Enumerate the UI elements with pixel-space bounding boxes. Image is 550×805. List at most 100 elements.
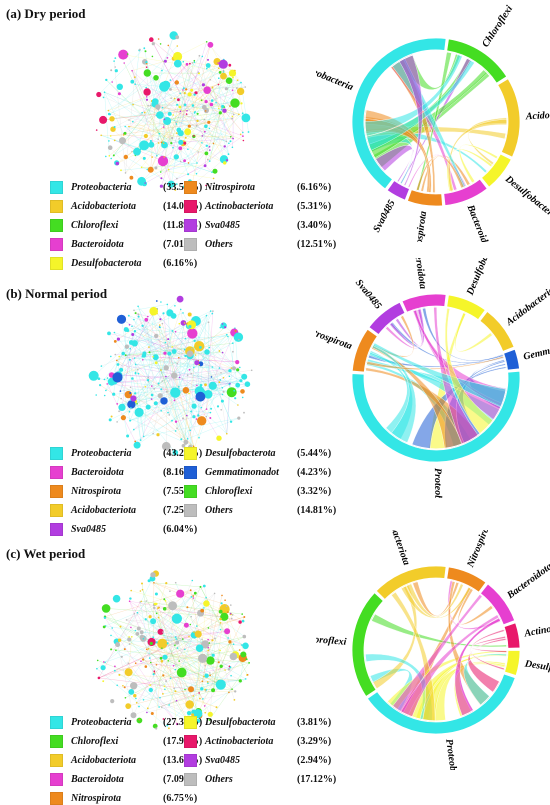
- network-edge: [202, 595, 223, 682]
- network-edge: [159, 325, 195, 449]
- network-node: [214, 637, 216, 640]
- network-node: [142, 658, 145, 661]
- network-node: [185, 88, 188, 91]
- network-node: [158, 132, 161, 135]
- network-edge: [111, 374, 180, 378]
- network-edge: [167, 100, 235, 122]
- network-node: [171, 613, 182, 624]
- network-edge: [153, 582, 222, 604]
- network-edge: [134, 331, 153, 396]
- network-edge: [128, 99, 179, 121]
- network-node: [233, 113, 235, 116]
- network-node: [219, 664, 223, 668]
- network-node: [195, 172, 198, 175]
- network-node: [160, 141, 163, 144]
- network-node: [142, 435, 145, 438]
- network-node: [151, 42, 155, 46]
- network-node: [226, 159, 229, 162]
- network-edge: [191, 596, 245, 637]
- network-node: [163, 598, 166, 601]
- network-node: [102, 680, 105, 683]
- network-node: [197, 414, 200, 417]
- network-node: [208, 718, 211, 721]
- legend-name: Desulfobacterota: [71, 257, 142, 269]
- legend-name: Acidobacteriota: [71, 504, 136, 516]
- network-node: [127, 637, 132, 642]
- legend-name: Bacteroidota: [71, 466, 124, 478]
- network-node: [219, 649, 221, 652]
- network-edge: [159, 326, 199, 416]
- legend-swatch: [50, 734, 63, 748]
- network-node: [184, 354, 187, 358]
- legend-item: Proteobacteria (43.20%): [50, 446, 202, 460]
- legend-percent: (3.40%): [297, 219, 332, 231]
- network-edge: [117, 334, 227, 378]
- panel-normal-period: (b) Normal period Desulfobacterota Acidob…: [0, 258, 550, 540]
- network-node: [233, 699, 236, 701]
- network-edge: [158, 330, 173, 384]
- network-node: [176, 667, 187, 678]
- network-edge: [153, 43, 210, 147]
- network-node: [195, 316, 197, 319]
- network-edge: [120, 380, 241, 392]
- chord-arc: [446, 294, 486, 321]
- network-node: [198, 54, 201, 57]
- network-edge: [158, 79, 229, 110]
- network-node: [108, 418, 112, 422]
- network-edge: [129, 357, 156, 421]
- network-node: [148, 346, 150, 348]
- network-node: [145, 404, 151, 410]
- network-node: [190, 88, 194, 92]
- network-edge: [150, 605, 173, 640]
- panel-title: (a) Dry period: [6, 6, 86, 21]
- network-node: [163, 59, 167, 63]
- network-node: [182, 60, 185, 63]
- network-node: [123, 154, 128, 160]
- network-node: [100, 665, 106, 671]
- network-edge: [155, 77, 181, 108]
- network-node: [97, 676, 101, 680]
- network-node: [173, 687, 175, 690]
- network-node: [128, 411, 131, 413]
- network-node: [134, 363, 137, 366]
- network-node: [146, 707, 149, 710]
- network-node: [163, 365, 169, 371]
- network-node: [210, 99, 214, 102]
- network-node: [200, 99, 203, 101]
- network-node: [162, 718, 165, 720]
- legend-swatch: [184, 753, 197, 767]
- network-node: [162, 693, 164, 695]
- network-graph-dry: [95, 31, 251, 191]
- network-node: [176, 177, 178, 180]
- network-node: [198, 436, 200, 439]
- network-node: [157, 142, 160, 144]
- network-node: [120, 655, 123, 658]
- network-node: [209, 149, 211, 151]
- network-edge: [104, 616, 235, 658]
- network-node: [114, 57, 117, 59]
- network-node: [151, 55, 154, 58]
- network-edge: [133, 104, 196, 112]
- network-node: [144, 385, 147, 388]
- network-edge: [135, 384, 238, 442]
- network-node: [157, 155, 169, 167]
- network-node: [215, 679, 226, 690]
- network-edge: [170, 104, 186, 185]
- network-node: [219, 628, 222, 631]
- network-node: [219, 617, 222, 621]
- network-node: [187, 173, 190, 176]
- network-node: [152, 356, 154, 358]
- network-edge: [143, 417, 239, 437]
- network-node: [239, 366, 241, 369]
- network-node: [157, 607, 160, 610]
- network-node: [113, 60, 115, 62]
- network-node: [196, 119, 199, 123]
- network-edge: [129, 370, 231, 421]
- network-node: [199, 384, 203, 387]
- network-edge: [187, 112, 221, 133]
- network-edge: [196, 317, 248, 385]
- network-edge: [149, 597, 207, 659]
- network-edge: [160, 618, 221, 659]
- network-node: [234, 69, 236, 72]
- network-node: [174, 636, 177, 638]
